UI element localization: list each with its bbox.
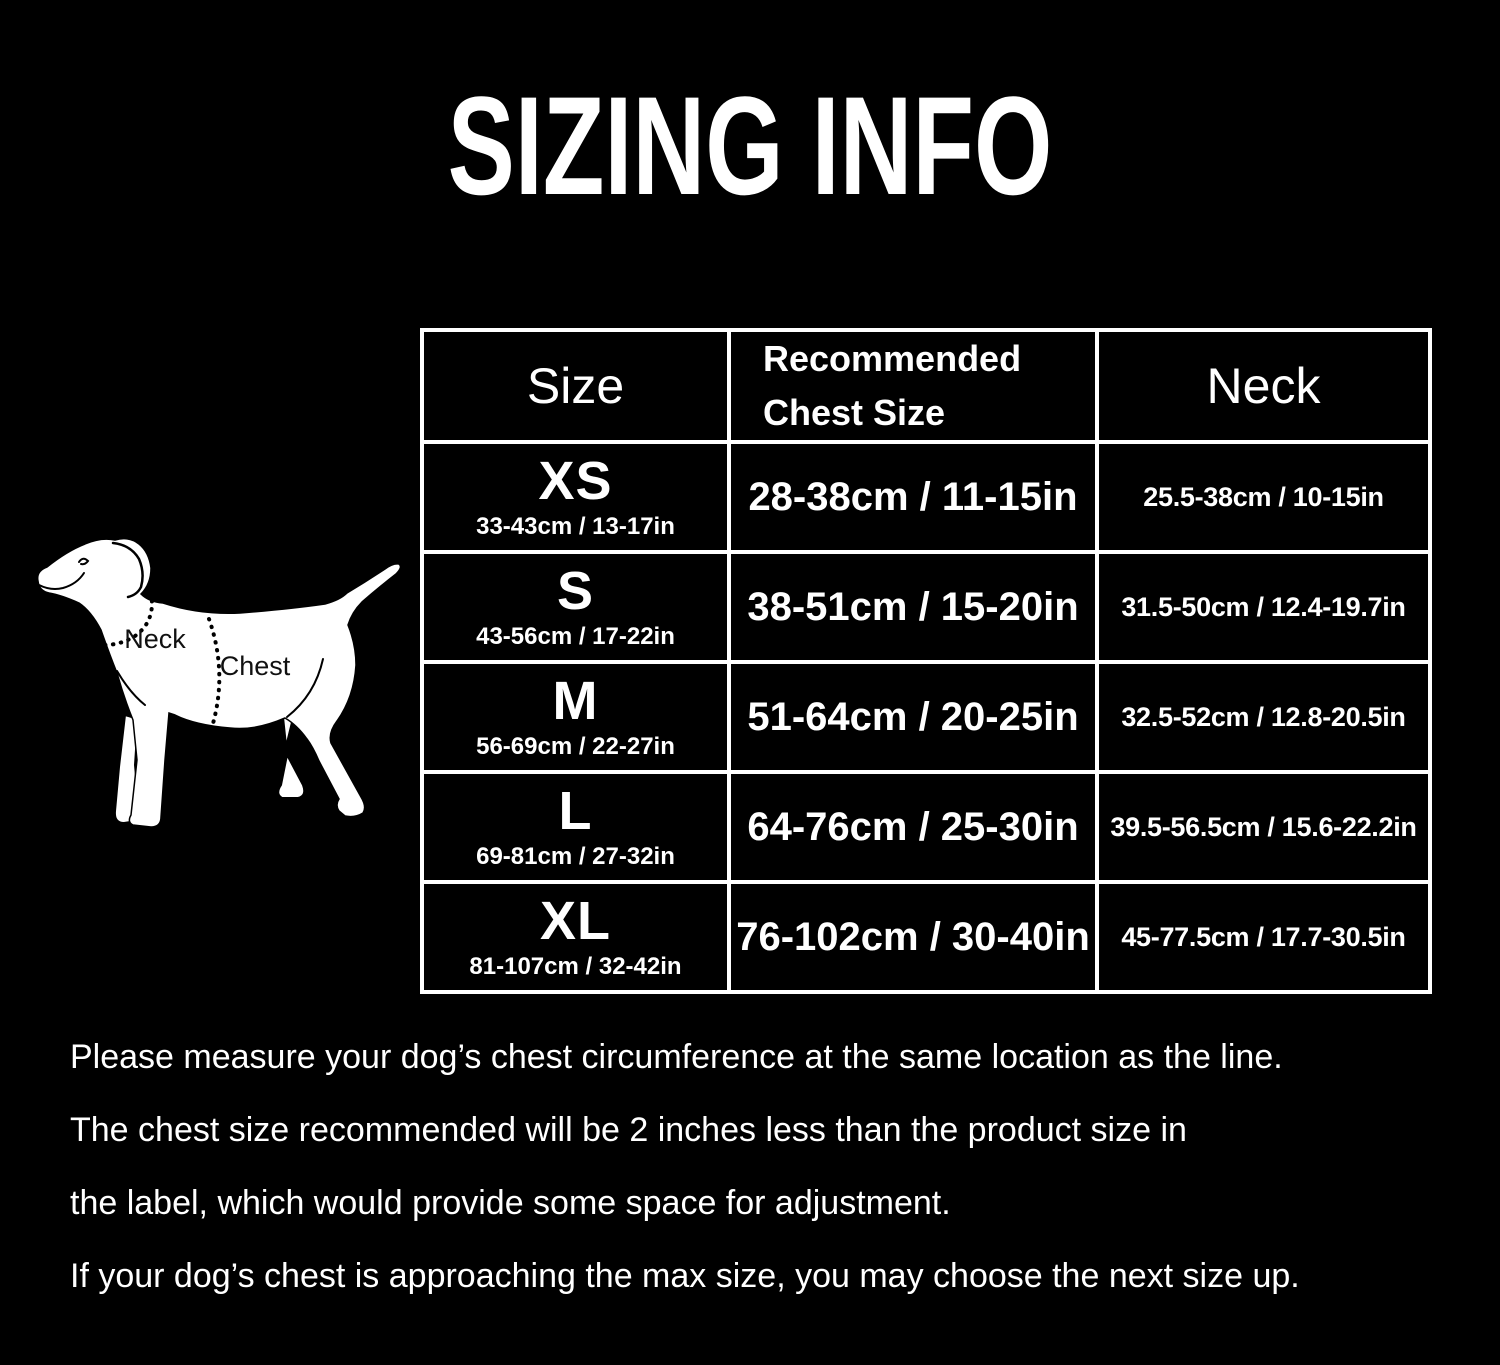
size-cell: M 56-69cm / 22-27in [420, 660, 731, 774]
table-row-l: L 69-81cm / 27-32in 64-76cm / 25-30in 39… [420, 770, 1432, 884]
note-line-1: Please measure your dog’s chest circumfe… [70, 1038, 1283, 1076]
chest-measure-dotted-line [207, 617, 222, 729]
chest-range: 28-38cm / 11-15in [727, 440, 1099, 554]
page-title-text: SIZING INFO [447, 67, 1053, 224]
table-row-m: M 56-69cm / 22-27in 51-64cm / 20-25in 32… [420, 660, 1432, 774]
neck-range: 45-77.5cm / 17.7-30.5in [1095, 880, 1432, 994]
table-row-xs: XS 33-43cm / 13-17in 28-38cm / 11-15in 2… [420, 440, 1432, 554]
size-label: XL [539, 890, 611, 951]
size-cell: XL 81-107cm / 32-42in [420, 880, 731, 994]
size-label: M [552, 670, 599, 731]
dog-eye [78, 557, 90, 566]
neck-range: 25.5-38cm / 10-15in [1095, 440, 1432, 554]
measurement-notes: Please measure your dog’s chest circumfe… [70, 1040, 1470, 1332]
dog-far-hind-leg [277, 707, 306, 799]
note-line-3: the label, which would provide some spac… [70, 1184, 951, 1222]
size-product-range: 69-81cm / 27-32in [476, 843, 675, 871]
table-header-row: Size Recommended Chest Size Neck [420, 328, 1432, 444]
neck-measure-dotted-line [102, 591, 154, 647]
neck-range: 39.5-56.5cm / 15.6-22.2in [1095, 770, 1432, 884]
column-header-chest-text: Recommended Chest Size [763, 338, 1022, 433]
note-line-2: The chest size recommended will be 2 inc… [70, 1111, 1187, 1149]
size-product-range: 56-69cm / 22-27in [476, 733, 675, 761]
column-header-chest: Recommended Chest Size [727, 328, 1099, 444]
size-cell: XS 33-43cm / 13-17in [420, 440, 731, 554]
size-cell: L 69-81cm / 27-32in [420, 770, 731, 884]
dog-shoulder-line [116, 670, 146, 706]
dog-mouth-line [38, 572, 85, 590]
dog-measurement-diagram: Neck Chest [25, 535, 420, 905]
size-cell: S 43-56cm / 17-22in [420, 550, 731, 664]
size-product-range: 33-43cm / 13-17in [476, 513, 675, 541]
column-header-size: Size [420, 328, 731, 444]
size-product-range: 43-56cm / 17-22in [476, 623, 675, 651]
column-header-neck: Neck [1095, 328, 1432, 444]
chest-range: 76-102cm / 30-40in [727, 880, 1099, 994]
neck-diagram-label: Neck [124, 624, 186, 654]
dog-illustration: Neck Chest [36, 537, 402, 828]
chest-range: 64-76cm / 25-30in [727, 770, 1099, 884]
note-line-4: If your dog’s chest is approaching the m… [70, 1257, 1300, 1295]
neck-range: 32.5-52cm / 12.8-20.5in [1095, 660, 1432, 774]
size-table: Size Recommended Chest Size Neck XS 33-4… [420, 328, 1432, 994]
size-label: XS [538, 450, 613, 511]
neck-range: 31.5-50cm / 12.4-19.7in [1095, 550, 1432, 664]
chest-range: 38-51cm / 15-20in [727, 550, 1099, 664]
page-title: SIZING INFO [0, 76, 1500, 216]
size-label: S [556, 560, 595, 621]
chest-range: 51-64cm / 20-25in [727, 660, 1099, 774]
table-row-xl: XL 81-107cm / 32-42in 76-102cm / 30-40in… [420, 880, 1432, 994]
chest-diagram-label: Chest [220, 651, 291, 681]
table-row-s: S 43-56cm / 17-22in 38-51cm / 15-20in 31… [420, 550, 1432, 664]
size-label: L [558, 780, 593, 841]
size-product-range: 81-107cm / 32-42in [469, 953, 682, 981]
dog-thigh-line [286, 658, 324, 718]
dog-ear-line [111, 541, 144, 599]
